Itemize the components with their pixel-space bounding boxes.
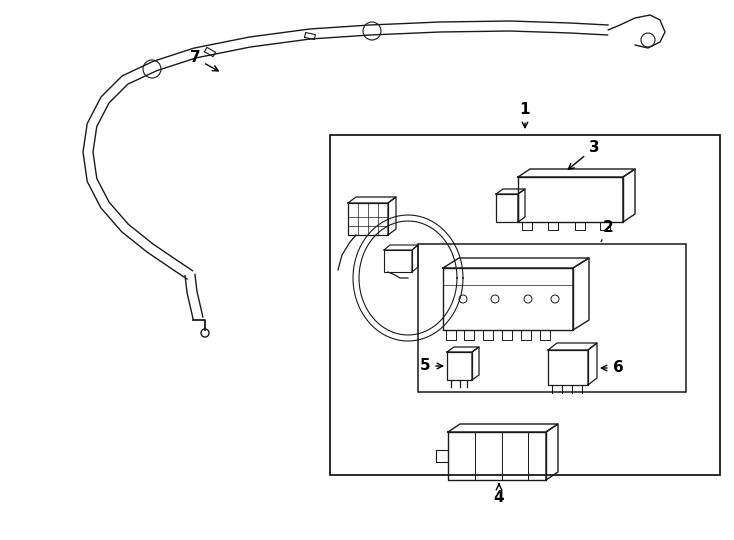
Bar	[348, 203, 388, 235]
Text: 4: 4	[494, 484, 504, 504]
Bar	[418, 244, 686, 392]
Text: 7: 7	[189, 51, 218, 71]
Text: 1: 1	[520, 103, 530, 127]
Bar	[384, 250, 412, 272]
Bar	[447, 352, 472, 380]
Text: 3: 3	[568, 140, 600, 169]
Bar	[443, 268, 573, 330]
Text: 6: 6	[601, 361, 623, 375]
Bar	[448, 432, 546, 480]
Bar	[496, 194, 518, 222]
Bar	[548, 350, 588, 385]
Text: 5: 5	[420, 359, 443, 374]
Bar	[330, 135, 720, 475]
Bar	[518, 177, 623, 222]
Text: 2: 2	[601, 219, 614, 241]
Circle shape	[201, 329, 209, 337]
